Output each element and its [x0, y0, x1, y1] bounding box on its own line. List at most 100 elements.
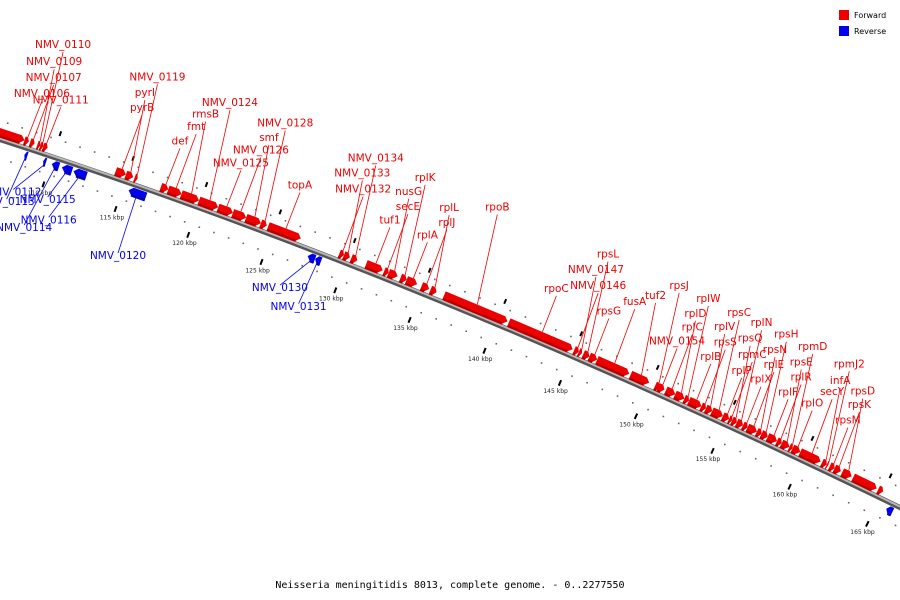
gene-arrow[interactable] — [29, 138, 35, 147]
gene-label[interactable]: rpsC — [727, 307, 751, 319]
gene-label[interactable]: secE — [396, 201, 420, 213]
gene-arrow[interactable] — [787, 443, 793, 452]
gene-arrow[interactable] — [825, 460, 830, 469]
gene-label[interactable]: fusA — [623, 296, 647, 308]
gene-label[interactable]: rplL — [439, 202, 459, 214]
gene-arrow[interactable] — [420, 282, 430, 292]
gene-label[interactable]: NMV_0154 — [649, 336, 705, 348]
gene-arrow[interactable] — [730, 416, 737, 426]
gene-arrow[interactable] — [338, 249, 344, 258]
gene-label[interactable]: rplR — [790, 372, 811, 384]
gene-label[interactable]: NMV_0111 — [33, 94, 89, 106]
gene-label[interactable]: NMV_0116 — [21, 214, 77, 226]
gene-label[interactable]: rplN — [751, 317, 773, 329]
gene-arrow[interactable] — [595, 356, 630, 376]
gene-arrow[interactable] — [342, 251, 350, 261]
gene-arrow[interactable] — [266, 222, 301, 241]
gene-label[interactable]: secY — [820, 386, 845, 398]
gene-arrow[interactable] — [577, 348, 583, 357]
gene-arrow[interactable] — [429, 285, 437, 295]
gene-arrow[interactable] — [876, 485, 883, 495]
gene-arrow[interactable] — [399, 273, 407, 283]
gene-arrow[interactable] — [159, 183, 169, 192]
gene-label[interactable]: NMV_0109 — [26, 56, 82, 68]
gene-label[interactable]: pyrI — [135, 87, 155, 99]
gene-label[interactable]: NMV_0131 — [271, 301, 327, 313]
gene-arrow[interactable] — [180, 190, 199, 203]
gene-arrow[interactable] — [0, 128, 25, 143]
gene-arrow[interactable] — [36, 140, 41, 149]
gene-label[interactable]: rpsJ — [669, 280, 689, 292]
gene-label[interactable]: NMV_0112 — [0, 186, 41, 198]
gene-label[interactable]: smf — [259, 132, 279, 144]
gene-label[interactable]: rplD — [684, 308, 706, 320]
gene-arrow[interactable] — [587, 352, 598, 362]
gene-arrow[interactable] — [851, 473, 877, 491]
gene-arrow[interactable] — [387, 269, 398, 279]
gene-label[interactable]: rpsL — [597, 248, 619, 260]
gene-label[interactable]: rplV — [714, 321, 736, 333]
gene-arrow[interactable] — [42, 142, 48, 151]
gene-arrow[interactable] — [741, 421, 748, 431]
gene-label[interactable]: rpsD — [851, 386, 876, 398]
gene-arrow[interactable] — [73, 168, 88, 180]
gene-arrow[interactable] — [798, 448, 821, 464]
gene-arrow[interactable] — [24, 151, 29, 160]
gene-label[interactable]: rpmD — [798, 341, 827, 353]
gene-label[interactable]: rpsK — [848, 399, 872, 411]
gene-arrow[interactable] — [572, 346, 579, 355]
gene-label[interactable]: def — [172, 135, 189, 147]
gene-label[interactable]: NMV_0133 — [334, 167, 390, 179]
gene-label[interactable]: rpsQ — [738, 333, 763, 345]
gene-label[interactable]: rplA — [417, 229, 439, 241]
gene-arrow[interactable] — [507, 318, 573, 352]
gene-label[interactable]: tuf2 — [645, 290, 666, 302]
gene-label[interactable]: NMV_0114 — [0, 222, 53, 234]
gene-arrow[interactable] — [755, 428, 762, 437]
gene-label[interactable]: rplJ — [438, 217, 455, 229]
gene-label[interactable]: rplP — [732, 365, 752, 377]
gene-label[interactable]: rplE — [764, 359, 785, 371]
gene-label[interactable]: rpsE — [790, 356, 813, 368]
gene-arrow[interactable] — [124, 170, 134, 180]
gene-label[interactable]: rpsN — [763, 344, 787, 356]
gene-label[interactable]: rplB — [700, 351, 721, 363]
gene-arrow[interactable] — [727, 415, 733, 424]
gene-arrow[interactable] — [775, 437, 782, 446]
gene-label[interactable]: rplC — [682, 322, 703, 334]
gene-arrow[interactable] — [735, 418, 743, 428]
gene-label[interactable]: NMV_0134 — [348, 152, 404, 164]
gene-label[interactable]: rplK — [415, 172, 437, 184]
gene-label[interactable]: fmt — [187, 121, 205, 133]
gene-label[interactable]: rpsG — [597, 305, 622, 317]
gene-label[interactable]: infA — [830, 375, 851, 387]
gene-arrow[interactable] — [682, 394, 689, 404]
gene-arrow[interactable] — [349, 254, 358, 263]
gene-arrow[interactable] — [699, 402, 706, 411]
gene-label[interactable]: tuf1 — [379, 214, 400, 226]
gene-label[interactable]: NMV_0119 — [129, 71, 185, 83]
gene-label[interactable]: rplW — [696, 293, 721, 305]
gene-label[interactable]: rpsM — [835, 415, 861, 427]
gene-arrow[interactable] — [828, 462, 835, 471]
gene-label[interactable]: NMV_0106 — [14, 88, 70, 100]
gene-label[interactable]: rpsS — [714, 337, 737, 349]
gene-arrow[interactable] — [442, 291, 508, 324]
gene-label[interactable]: NMV_0126 — [233, 145, 289, 157]
gene-label[interactable]: rpsH — [774, 329, 798, 341]
gene-arrow[interactable] — [656, 383, 665, 392]
gene-arrow[interactable] — [259, 219, 267, 229]
gene-arrow[interactable] — [832, 464, 841, 474]
gene-arrow[interactable] — [790, 444, 801, 454]
gene-label[interactable]: pyrB — [130, 102, 154, 114]
gene-arrow[interactable] — [382, 267, 389, 276]
gene-label[interactable]: NMV_0120 — [90, 250, 146, 262]
gene-label[interactable]: rpoC — [544, 283, 569, 295]
gene-label[interactable]: NMV_0107 — [26, 72, 82, 84]
gene-arrow[interactable] — [780, 439, 790, 449]
gene-arrow[interactable] — [629, 370, 650, 385]
gene-label[interactable]: NMV_0146 — [570, 280, 626, 292]
gene-label[interactable]: NMV_0130 — [252, 282, 308, 294]
gene-arrow[interactable] — [721, 412, 730, 422]
gene-label[interactable]: NMV_0128 — [257, 118, 313, 130]
